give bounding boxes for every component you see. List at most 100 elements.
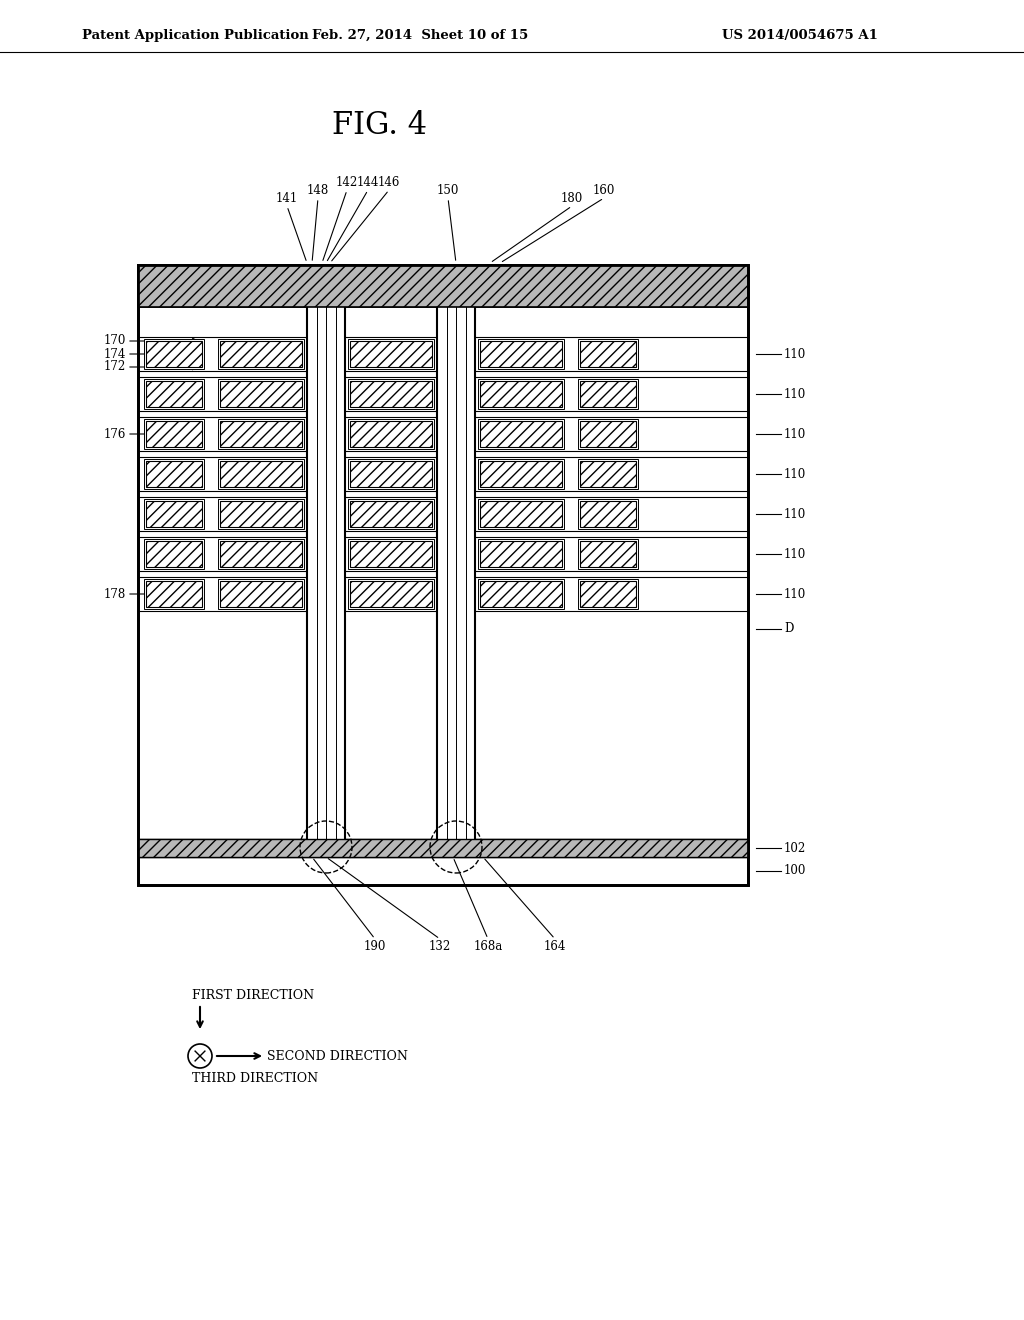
Bar xyxy=(146,381,202,407)
Bar xyxy=(144,459,204,488)
Text: 110: 110 xyxy=(784,548,806,561)
Bar xyxy=(218,499,304,529)
Bar xyxy=(580,541,636,568)
Text: 160: 160 xyxy=(593,183,615,197)
Circle shape xyxy=(188,1044,212,1068)
Bar xyxy=(220,381,302,407)
Text: Patent Application Publication: Patent Application Publication xyxy=(82,29,309,41)
Bar xyxy=(580,421,636,447)
Bar xyxy=(580,381,636,407)
Text: 178: 178 xyxy=(103,587,126,601)
Bar xyxy=(350,341,432,367)
Bar xyxy=(220,502,302,527)
Bar xyxy=(578,379,638,409)
Bar xyxy=(578,339,638,370)
Bar xyxy=(218,418,304,449)
Bar xyxy=(478,539,564,569)
Bar xyxy=(348,339,434,370)
Text: 168a: 168a xyxy=(473,940,503,953)
Bar xyxy=(580,502,636,527)
Bar xyxy=(146,341,202,367)
Text: 172: 172 xyxy=(103,360,126,374)
Bar xyxy=(146,581,202,607)
Bar xyxy=(350,541,432,568)
Text: FIRST DIRECTION: FIRST DIRECTION xyxy=(193,989,314,1002)
Text: D: D xyxy=(784,623,794,635)
Bar xyxy=(480,381,562,407)
Bar xyxy=(307,308,345,840)
Bar xyxy=(220,461,302,487)
Bar xyxy=(348,499,434,529)
Text: 170: 170 xyxy=(103,334,126,347)
Bar xyxy=(480,421,562,447)
Bar xyxy=(350,381,432,407)
Text: 190: 190 xyxy=(364,940,386,953)
Bar xyxy=(144,579,204,609)
Bar xyxy=(350,581,432,607)
Bar xyxy=(138,840,748,857)
Bar xyxy=(578,499,638,529)
Bar xyxy=(578,579,638,609)
Bar xyxy=(350,461,432,487)
Bar xyxy=(218,379,304,409)
Text: 141: 141 xyxy=(275,191,298,205)
Bar xyxy=(580,341,636,367)
Bar xyxy=(348,579,434,609)
Text: Feb. 27, 2014  Sheet 10 of 15: Feb. 27, 2014 Sheet 10 of 15 xyxy=(312,29,528,41)
Bar xyxy=(138,265,748,884)
Text: 110: 110 xyxy=(784,428,806,441)
Text: US 2014/0054675 A1: US 2014/0054675 A1 xyxy=(722,29,878,41)
Text: 150: 150 xyxy=(437,183,459,197)
Bar xyxy=(580,461,636,487)
Bar xyxy=(578,418,638,449)
Bar xyxy=(220,541,302,568)
Text: 110: 110 xyxy=(784,587,806,601)
Text: 180: 180 xyxy=(561,191,583,205)
Bar xyxy=(146,421,202,447)
Bar xyxy=(350,421,432,447)
Bar xyxy=(218,459,304,488)
Bar xyxy=(480,461,562,487)
Text: FIG. 4: FIG. 4 xyxy=(333,110,427,140)
Bar xyxy=(478,379,564,409)
Bar xyxy=(144,339,204,370)
Bar xyxy=(146,541,202,568)
Bar xyxy=(348,418,434,449)
Text: 102: 102 xyxy=(784,842,806,854)
Bar xyxy=(350,502,432,527)
Bar xyxy=(218,579,304,609)
Bar xyxy=(138,265,748,884)
Bar xyxy=(144,499,204,529)
Bar xyxy=(478,418,564,449)
Text: THIRD DIRECTION: THIRD DIRECTION xyxy=(193,1072,318,1085)
Bar xyxy=(480,541,562,568)
Bar xyxy=(478,339,564,370)
Bar xyxy=(480,502,562,527)
Text: 110: 110 xyxy=(784,467,806,480)
Bar xyxy=(144,379,204,409)
Bar xyxy=(478,499,564,529)
Bar xyxy=(218,339,304,370)
Bar xyxy=(478,579,564,609)
Bar xyxy=(480,341,562,367)
Bar xyxy=(348,539,434,569)
Bar xyxy=(138,265,748,308)
Bar xyxy=(218,539,304,569)
Bar xyxy=(220,581,302,607)
Bar xyxy=(138,840,748,857)
Text: SECOND DIRECTION: SECOND DIRECTION xyxy=(267,1049,408,1063)
Text: 144: 144 xyxy=(356,176,379,189)
Text: 174: 174 xyxy=(103,347,126,360)
Text: 132: 132 xyxy=(429,940,452,953)
Bar xyxy=(220,341,302,367)
Text: 146: 146 xyxy=(378,176,400,189)
Bar xyxy=(580,581,636,607)
Bar xyxy=(578,539,638,569)
Bar xyxy=(144,539,204,569)
Bar xyxy=(144,418,204,449)
Text: 176: 176 xyxy=(103,428,126,441)
Text: 100: 100 xyxy=(784,865,806,878)
Text: 148: 148 xyxy=(307,183,329,197)
Bar xyxy=(480,581,562,607)
Bar xyxy=(146,502,202,527)
